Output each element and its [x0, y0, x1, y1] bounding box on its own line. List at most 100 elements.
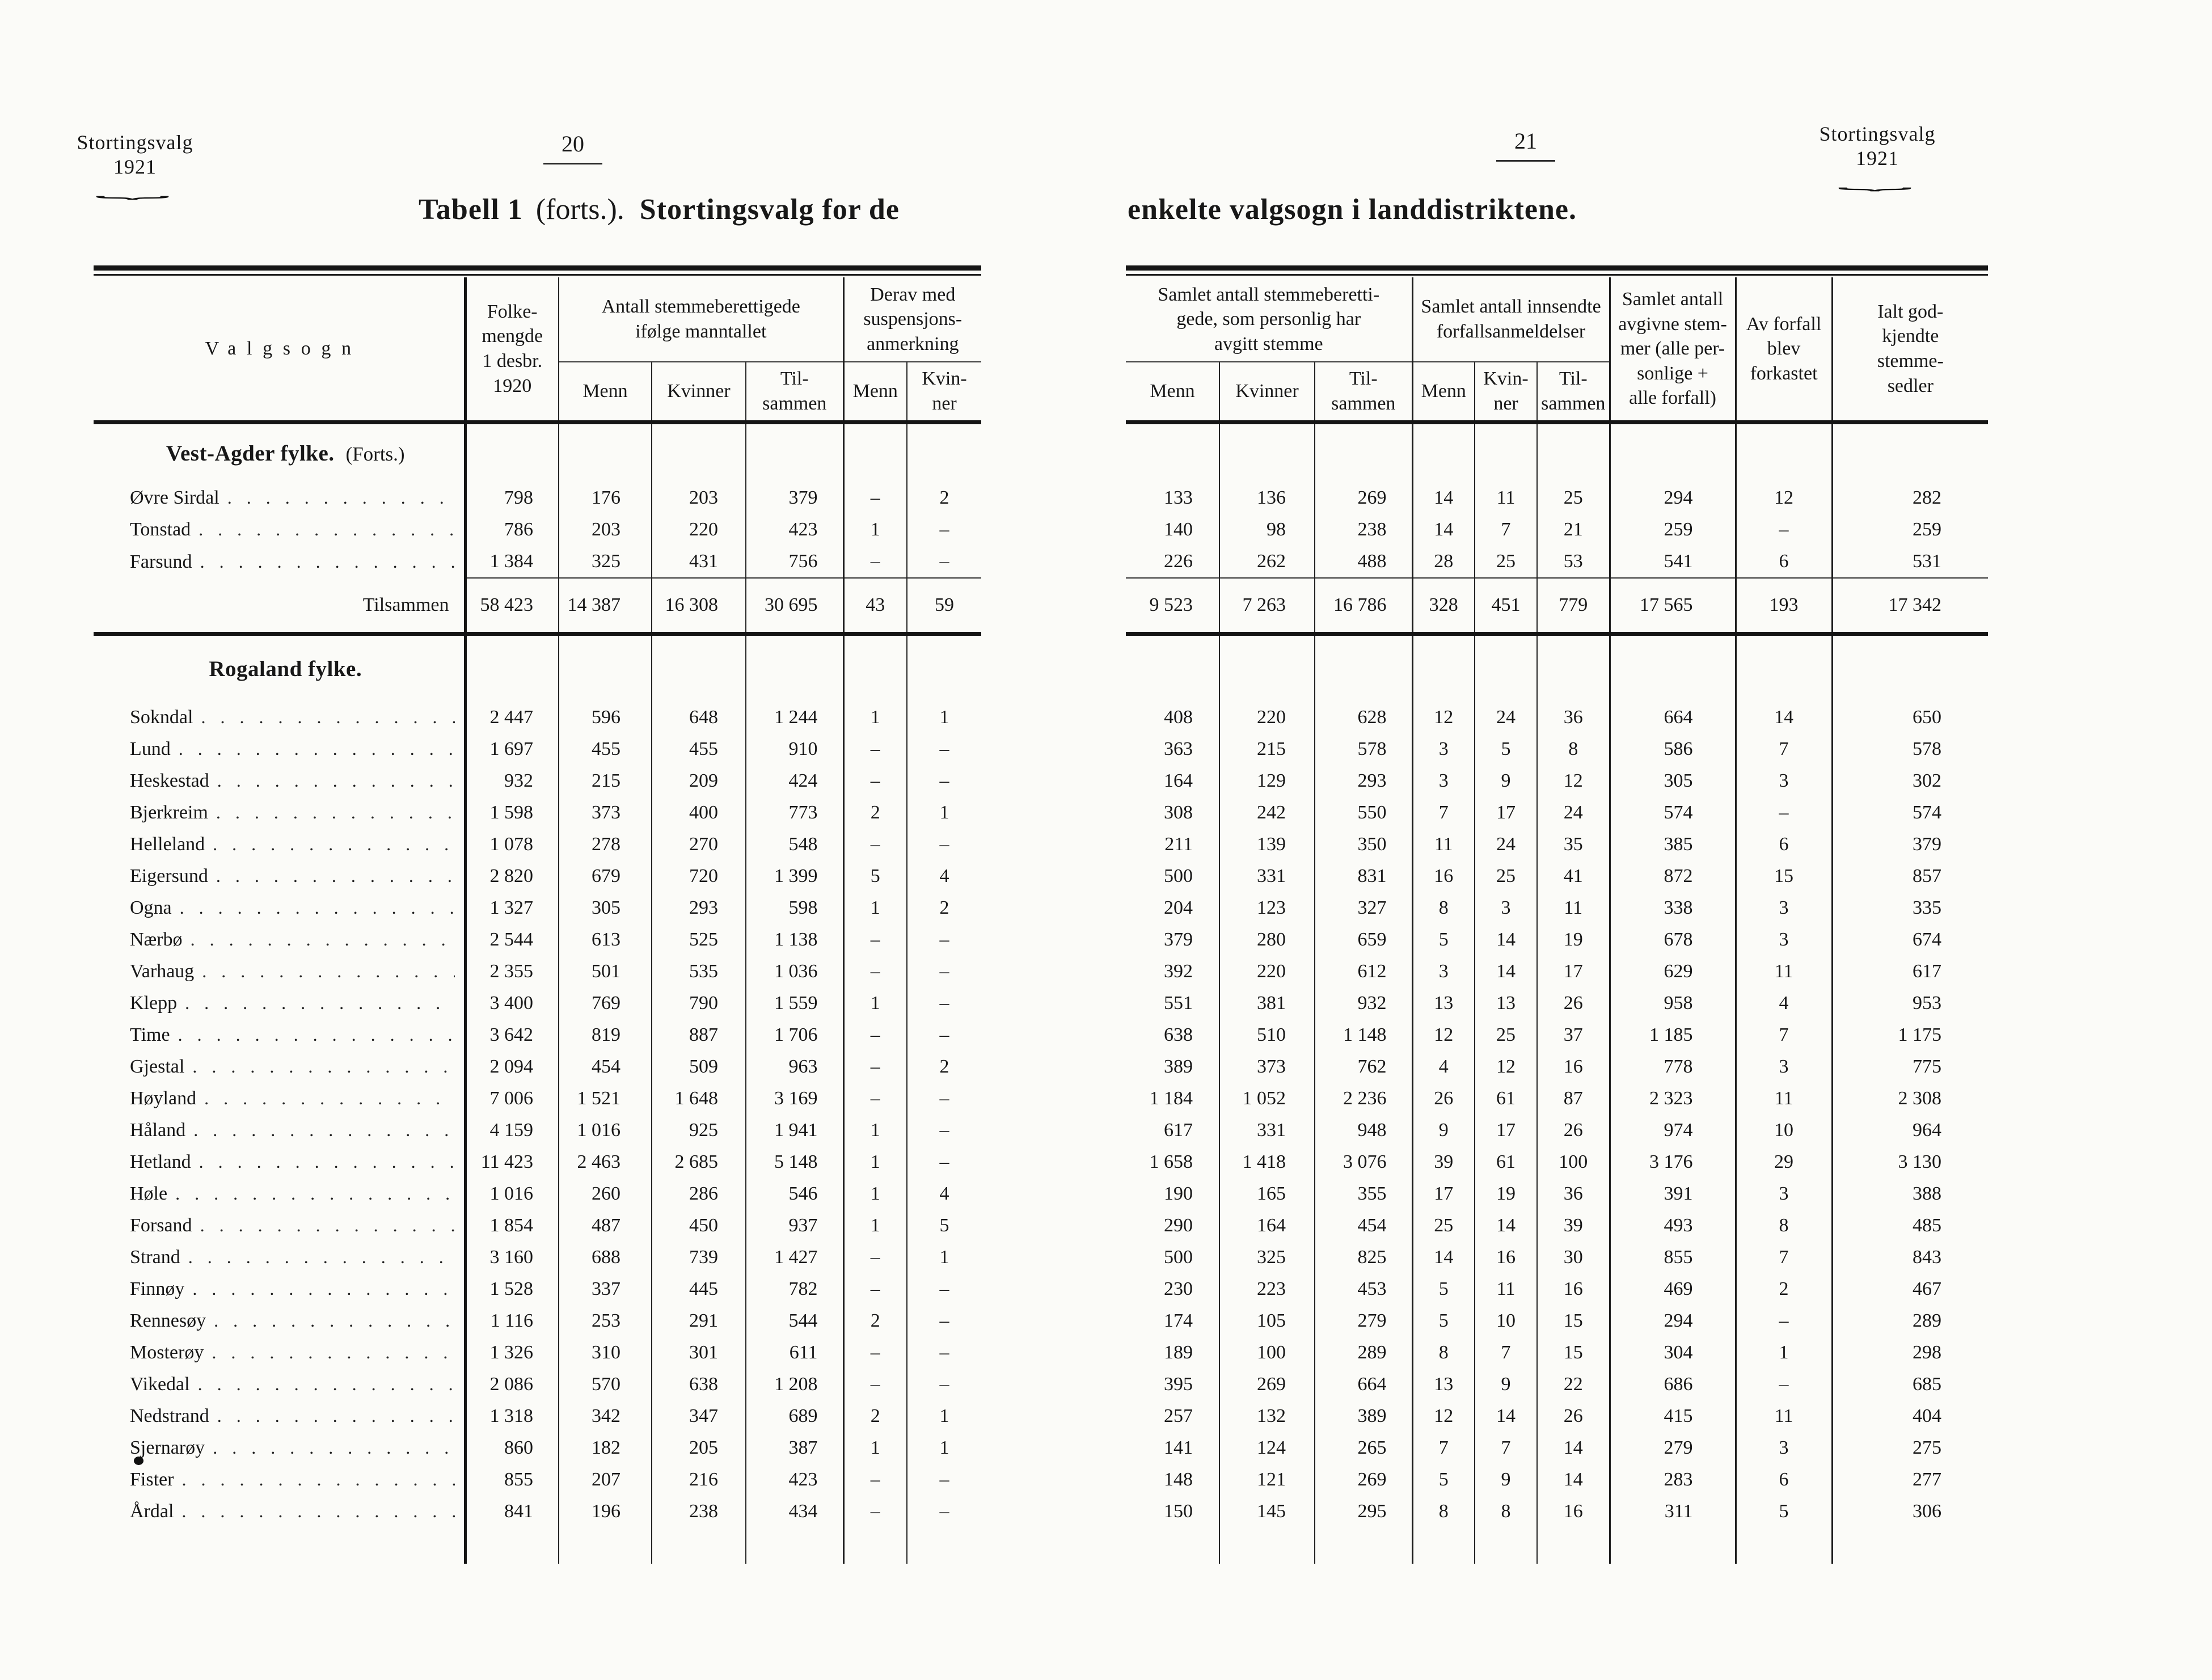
dotted-leader	[213, 1437, 454, 1459]
cell-value: 389	[1315, 1400, 1413, 1432]
cell-value: 937	[746, 1210, 845, 1242]
cell-value: –	[843, 1273, 908, 1305]
cell-value: 3	[1736, 765, 1833, 797]
cell-value: 8	[1537, 733, 1611, 765]
cell-value: 30 695	[746, 577, 845, 636]
cell-value: 26	[1412, 1083, 1476, 1115]
cell-value: 277	[1913, 1469, 1942, 1490]
cell-value: 2 323	[1610, 1083, 1737, 1115]
dotted-leader	[216, 802, 455, 824]
col-header-menn: Menn	[559, 362, 652, 424]
cell-value: 36	[1537, 702, 1611, 733]
page-number-right: 21	[1492, 128, 1560, 162]
cell-value: –	[843, 1496, 908, 1527]
cell-value: 279	[1610, 1432, 1737, 1464]
cell-empty	[1610, 634, 1737, 702]
cell-value: 825	[1315, 1242, 1413, 1273]
cell-value: 58 423	[465, 577, 559, 636]
cell-value: 13	[1475, 987, 1538, 1019]
cell-empty	[1475, 634, 1538, 702]
row-label: Årdal	[94, 1496, 467, 1527]
cell-value: 16	[1537, 1496, 1611, 1527]
cell-value: 434	[746, 1496, 845, 1527]
table-row: 230 223 453 5 11 16 469 2 467	[1126, 1273, 1988, 1305]
cell-value: 689	[746, 1400, 845, 1432]
cell-value: 270	[652, 829, 746, 860]
total-label: Tilsammen	[94, 578, 467, 636]
cell-value: 855	[1610, 1242, 1737, 1273]
cell-value: 1 327	[465, 892, 559, 924]
cell-value: 311	[1610, 1496, 1737, 1527]
cell-value: 12	[1475, 1051, 1538, 1083]
dotted-leader	[179, 738, 455, 760]
cell-value: 450	[652, 1210, 746, 1242]
cell-value: 15	[1736, 860, 1833, 892]
cell-value: 790	[652, 987, 746, 1019]
cell-empty	[1412, 422, 1476, 482]
cell-value: 164	[1219, 1210, 1315, 1242]
cell-value: 269	[1315, 1464, 1413, 1496]
cell-value: 5	[1475, 733, 1538, 765]
row-label-text: Bjerkreim	[130, 802, 208, 823]
row-label: Høyland	[94, 1083, 467, 1115]
section-heading-note: (Forts.)	[345, 442, 405, 465]
cell-value: 61	[1475, 1083, 1538, 1115]
table-row: 141 124 265 7 7 14 279 3 275	[1126, 1432, 1988, 1464]
dotted-leader	[185, 993, 454, 1014]
cell-empty	[746, 422, 845, 482]
row-label-text: Finnøy	[130, 1278, 185, 1299]
cell-value: 3 160	[465, 1242, 559, 1273]
cell-value: 1 427	[746, 1242, 845, 1273]
row-label-text: Høyland	[130, 1088, 197, 1109]
cell-value: 1 384	[465, 546, 559, 578]
cell-value: 14	[1736, 702, 1833, 733]
cell-value: 262	[1219, 546, 1315, 578]
cell-value: 305	[1610, 765, 1737, 797]
cell-value: 2	[843, 1305, 908, 1337]
cell-value: 14	[1475, 1210, 1538, 1242]
page-number-value: 20	[562, 131, 584, 157]
cell-value: 259	[1913, 519, 1942, 540]
cell-value: 280	[1219, 924, 1315, 956]
cell-value: 3	[1475, 892, 1538, 924]
cell-value: 7	[1475, 1432, 1538, 1464]
cell-value: 3 400	[465, 987, 559, 1019]
row-label-text: Mosterøy	[130, 1342, 204, 1363]
cell-value: 132	[1219, 1400, 1315, 1432]
cell-value: 451	[1475, 577, 1538, 636]
cell-value: 3	[1736, 1051, 1833, 1083]
cell-value: 819	[559, 1019, 652, 1051]
table-row: 1 658 1 418 3 076 39 61 100 3 176 29 3 130	[1126, 1146, 1988, 1178]
cell-empty	[1475, 1527, 1538, 1564]
col-header-antall-group: Antall stemmeberettigede ifølge manntall…	[559, 277, 845, 362]
row-label-text: Håland	[130, 1120, 186, 1141]
cell-value: 3 076	[1315, 1146, 1413, 1178]
cell-value: 279	[1315, 1305, 1413, 1337]
cell-value: 289	[1315, 1337, 1413, 1369]
table-row: Sjernarøy86018220538711	[94, 1432, 981, 1464]
cell-value: 674	[1913, 929, 1942, 950]
cell-value: 551	[1126, 987, 1220, 1019]
cell-value: –	[939, 1088, 949, 1109]
cell-value: –	[939, 1342, 949, 1363]
cell-value: 7	[1475, 514, 1538, 546]
dotted-leader	[180, 897, 455, 919]
col-header-derav-group: Derav med suspensjons- anmerkning	[843, 277, 982, 362]
row-label-text: Strand	[130, 1247, 180, 1268]
table-row: 551 381 932 13 13 26 958 4 953	[1126, 987, 1988, 1019]
cell-value: 8	[1736, 1210, 1833, 1242]
cell-value: 325	[1219, 1242, 1315, 1273]
cell-value: 2 355	[465, 956, 559, 987]
dotted-leader	[214, 1310, 454, 1332]
cell-value: 548	[746, 829, 845, 860]
right-table: Samlet antall stemmeberetti- gede, som p…	[1126, 277, 1989, 1564]
col-header-personlig-group: Samlet antall stemmeberetti- gede, som p…	[1126, 277, 1413, 362]
cell-value: 9	[1475, 1369, 1538, 1400]
cell-value: 25	[1475, 1019, 1538, 1051]
cell-value: 769	[559, 987, 652, 1019]
